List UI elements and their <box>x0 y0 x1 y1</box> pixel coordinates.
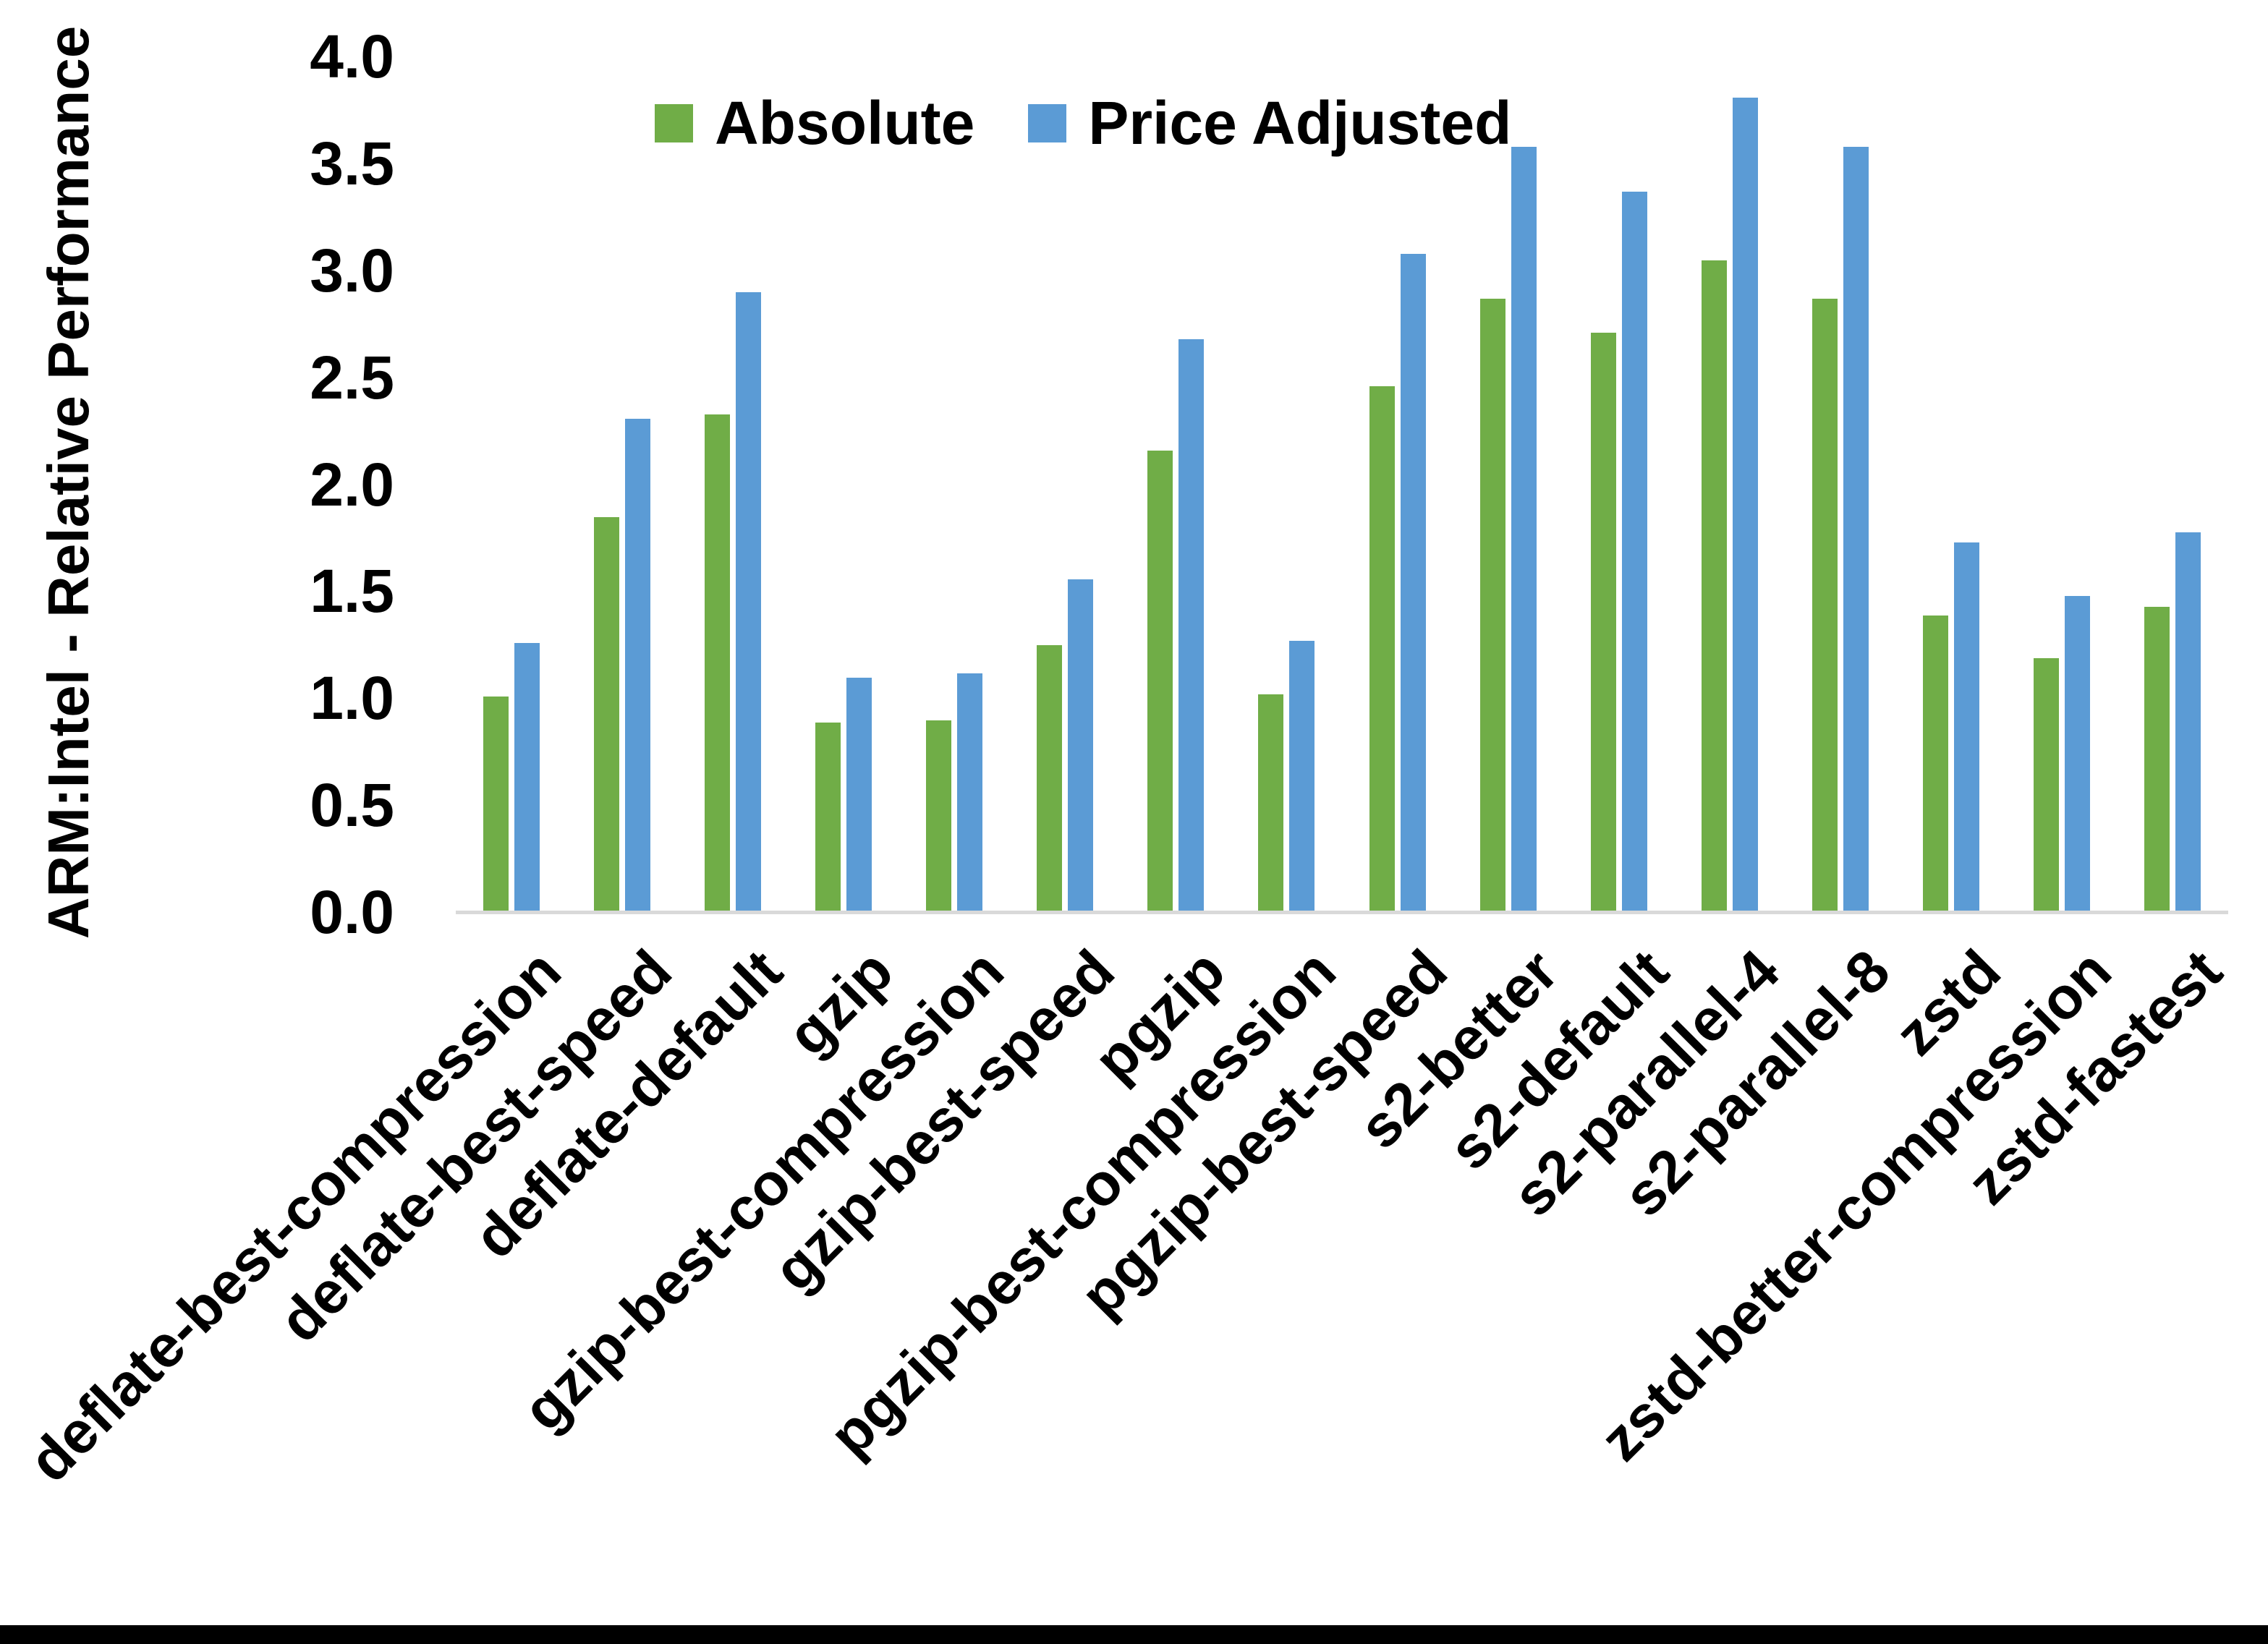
plot-area <box>456 55 2228 914</box>
bar-absolute <box>593 516 619 911</box>
y-tick-label: 0.0 <box>310 878 394 946</box>
y-axis-title: ARM:Intel - Relative Performance <box>36 25 101 940</box>
legend-label-absolute: Absolute <box>715 89 975 157</box>
y-tick-label: 4.0 <box>310 22 394 90</box>
bar-price-adjusted <box>846 677 872 911</box>
bar-price-adjusted <box>514 643 540 911</box>
bar-absolute <box>1812 299 1838 911</box>
bar-absolute <box>1701 260 1727 911</box>
bar-price-adjusted <box>1178 339 1205 911</box>
bar-absolute <box>1369 386 1395 911</box>
legend-item-absolute: Absolute <box>655 93 974 153</box>
bar-absolute <box>1479 299 1505 911</box>
bar-price-adjusted <box>2065 596 2091 911</box>
bar-absolute <box>1590 333 1616 911</box>
bar-price-adjusted <box>735 292 761 911</box>
legend: Absolute Price Adjusted <box>655 93 1511 153</box>
legend-item-price-adjusted: Price Adjusted <box>1028 93 1511 153</box>
bar-price-adjusted <box>1954 542 1980 911</box>
legend-swatch-price-adjusted-icon <box>1028 103 1067 142</box>
y-tick-label: 1.5 <box>310 557 394 626</box>
y-tick-label: 3.0 <box>310 236 394 304</box>
y-tick-label: 2.0 <box>310 450 394 519</box>
bar-absolute <box>815 722 841 911</box>
y-tick-label: 3.5 <box>310 129 394 197</box>
bar-price-adjusted <box>1732 98 1758 911</box>
bar-absolute <box>2034 658 2060 911</box>
bar-price-adjusted <box>2175 532 2201 911</box>
bar-price-adjusted <box>1289 641 1315 911</box>
bar-absolute <box>1147 451 1173 911</box>
bar-price-adjusted <box>1843 147 1869 911</box>
bar-absolute <box>1037 645 1063 911</box>
bar-absolute <box>2144 607 2170 911</box>
bar-absolute <box>704 414 730 911</box>
bar-price-adjusted <box>957 673 983 911</box>
legend-label-price-adjusted: Price Adjusted <box>1088 89 1512 157</box>
bar-absolute <box>1923 615 1949 911</box>
bottom-border-bar <box>0 1625 2268 1644</box>
bar-absolute <box>926 720 952 911</box>
y-tick-label: 0.5 <box>310 771 394 840</box>
bar-price-adjusted <box>1511 147 1537 911</box>
bar-absolute <box>1258 694 1284 911</box>
bar-price-adjusted <box>1400 254 1426 911</box>
y-tick-label: 1.0 <box>310 664 394 733</box>
bar-price-adjusted <box>1621 192 1647 911</box>
y-tick-label: 2.5 <box>310 343 394 412</box>
legend-swatch-absolute-icon <box>655 103 693 142</box>
bar-price-adjusted <box>624 418 650 911</box>
bar-price-adjusted <box>1068 579 1094 911</box>
bar-absolute <box>483 697 509 911</box>
